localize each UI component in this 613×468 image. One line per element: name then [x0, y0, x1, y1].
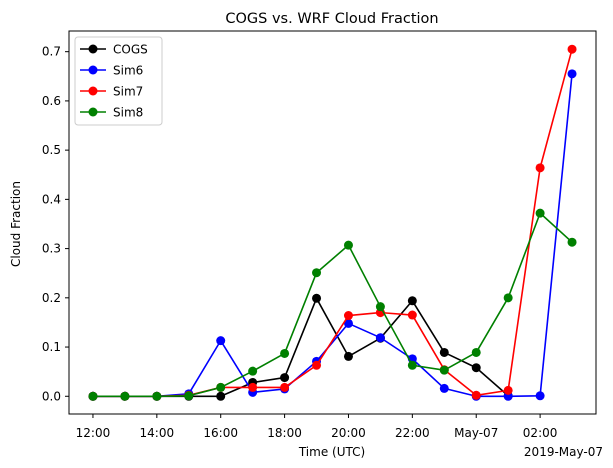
chart-title: COGS vs. WRF Cloud Fraction — [225, 11, 438, 27]
legend-label-sim8: Sim8 — [113, 106, 143, 120]
data-point-cogs — [471, 363, 481, 373]
x-axis-label: Time (UTC) — [298, 445, 365, 459]
axis-layer: 0.0 0.1 0.2 0.3 0.4 0.5 0.6 0.7 12:00 14:00 16:00 1… — [42, 45, 557, 440]
series-line-sim7 — [92, 49, 573, 398]
data-point-sim8 — [535, 208, 545, 218]
y-tick-label: 0.1 — [42, 340, 61, 354]
legend-label-sim6: Sim6 — [113, 64, 143, 78]
data-point-sim8 — [471, 347, 481, 357]
data-point-sim8 — [88, 391, 98, 401]
legend-label-cogs: COGS — [113, 43, 148, 57]
data-point-sim8 — [152, 391, 162, 401]
y-tick-label: 0.5 — [42, 143, 61, 157]
data-point-sim7 — [248, 382, 258, 392]
y-tick-label: 0.2 — [42, 291, 61, 305]
y-tick-label: 0.6 — [42, 94, 61, 108]
y-tick-label: 0.3 — [42, 242, 61, 256]
data-point-sim7 — [343, 311, 353, 321]
x-tick-label: May-07 — [454, 426, 498, 440]
y-axis-label: Cloud Fraction — [9, 181, 23, 267]
data-point-sim7 — [567, 44, 577, 54]
data-point-sim8 — [120, 391, 130, 401]
data-point-sim8 — [567, 237, 577, 247]
series-layer — [88, 44, 577, 401]
data-point-sim7 — [471, 390, 481, 400]
data-point-sim8 — [439, 365, 449, 375]
data-point-sim7 — [280, 382, 290, 392]
data-point-sim7 — [312, 360, 322, 370]
data-point-sim6 — [535, 391, 545, 401]
data-point-cogs — [312, 293, 322, 303]
x-tick-label: 18:00 — [267, 426, 302, 440]
data-point-sim8 — [184, 391, 194, 401]
data-point-cogs — [407, 296, 417, 306]
data-point-sim6 — [216, 336, 226, 346]
x-tick-label: 22:00 — [395, 426, 430, 440]
legend-marker-sim6 — [88, 65, 98, 75]
data-point-sim7 — [503, 385, 513, 395]
data-point-sim6 — [439, 383, 449, 393]
legend-marker-sim7 — [88, 86, 98, 96]
data-point-cogs — [280, 373, 290, 383]
legend-marker-cogs — [88, 44, 98, 54]
data-point-sim6 — [567, 69, 577, 79]
legend-marker-sim8 — [88, 107, 98, 117]
y-tick-label: 0.7 — [42, 45, 61, 59]
data-point-cogs — [216, 391, 226, 401]
plot-frame — [68, 30, 597, 415]
x-tick-label: 20:00 — [331, 426, 366, 440]
data-point-sim6 — [375, 333, 385, 343]
legend-label-sim7: Sim7 — [113, 85, 143, 99]
data-point-sim8 — [503, 293, 513, 303]
x-tick-label: 12:00 — [76, 426, 111, 440]
data-point-cogs — [439, 347, 449, 357]
data-point-sim8 — [312, 268, 322, 278]
x-tick-label: 02:00 — [523, 426, 558, 440]
data-point-cogs — [343, 351, 353, 361]
data-point-sim8 — [216, 382, 226, 392]
data-point-sim8 — [248, 366, 258, 376]
y-tick-label: 0.0 — [42, 389, 61, 403]
legend: COGS Sim6 Sim7 Sim8 — [74, 36, 163, 126]
x-tick-label: 16:00 — [203, 426, 238, 440]
series-line-sim8 — [92, 212, 573, 398]
y-tick-label: 0.4 — [42, 192, 61, 206]
series-line-sim6 — [92, 73, 573, 398]
x-tick-label: 14:00 — [140, 426, 175, 440]
data-point-sim8 — [343, 240, 353, 250]
data-point-sim6 — [343, 318, 353, 328]
data-point-sim7 — [535, 163, 545, 173]
data-point-sim8 — [375, 302, 385, 312]
legend-box — [74, 36, 163, 126]
x-offset-label: 2019-May-07 — [524, 445, 603, 459]
data-point-sim7 — [407, 310, 417, 320]
data-point-sim8 — [280, 348, 290, 358]
data-point-sim8 — [407, 360, 417, 370]
